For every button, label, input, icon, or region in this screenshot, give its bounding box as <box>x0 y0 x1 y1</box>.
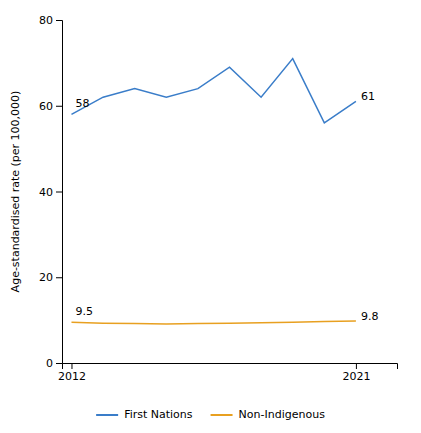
x-tick-mark <box>356 363 357 369</box>
y-tick-label: 60 <box>39 100 53 113</box>
annotation: 9.8 <box>361 310 379 323</box>
legend: First Nations Non-Indigenous <box>96 408 325 421</box>
series-line <box>71 59 355 123</box>
y-tick-label: 20 <box>39 271 53 284</box>
y-axis-title: Age-standardised rate (per 100,000) <box>9 91 22 293</box>
x-axis-line <box>63 364 398 370</box>
series-line <box>71 321 355 324</box>
y-tick: 0 <box>46 357 62 370</box>
y-tick-mark <box>56 106 62 107</box>
legend-item: First Nations <box>96 408 193 421</box>
legend-label: Non-Indigenous <box>239 408 326 421</box>
y-tick-mark <box>56 192 62 193</box>
y-tick-mark <box>56 363 62 364</box>
y-tick: 80 <box>39 14 62 27</box>
annotations: 58 61 9.5 9.8 <box>75 90 378 323</box>
y-tick-label: 0 <box>46 357 53 370</box>
y-tick: 60 <box>39 100 62 113</box>
y-tick: 20 <box>39 271 62 284</box>
y-axis-line <box>56 21 63 364</box>
x-axis: 2012 2021 <box>58 363 398 383</box>
x-tick-mark <box>71 363 72 369</box>
legend-swatch <box>211 414 233 416</box>
lines <box>71 59 355 324</box>
plot: 2012 2021 0 20 40 60 80 58 61 9.5 9.8 <box>39 14 398 383</box>
chart: 2012 2021 0 20 40 60 80 58 61 9.5 9.8 Age-standardi… <box>0 0 421 433</box>
y-tick-mark <box>56 20 62 21</box>
y-tick-label: 80 <box>39 14 53 27</box>
y-axis: 0 20 40 60 80 <box>39 14 63 370</box>
x-tick: 2012 <box>58 363 86 383</box>
x-tick: 2021 <box>342 363 370 383</box>
y-tick-label: 40 <box>39 186 53 199</box>
legend-label: First Nations <box>124 408 193 421</box>
annotation: 58 <box>75 97 89 110</box>
x-tick-label: 2021 <box>342 370 370 383</box>
y-tick: 40 <box>39 186 62 199</box>
legend-item: Non-Indigenous <box>211 408 326 421</box>
annotation: 9.5 <box>75 305 93 318</box>
annotation: 61 <box>361 90 375 103</box>
x-tick-label: 2012 <box>58 370 86 383</box>
y-tick-mark <box>56 277 62 278</box>
legend-swatch <box>96 414 118 416</box>
